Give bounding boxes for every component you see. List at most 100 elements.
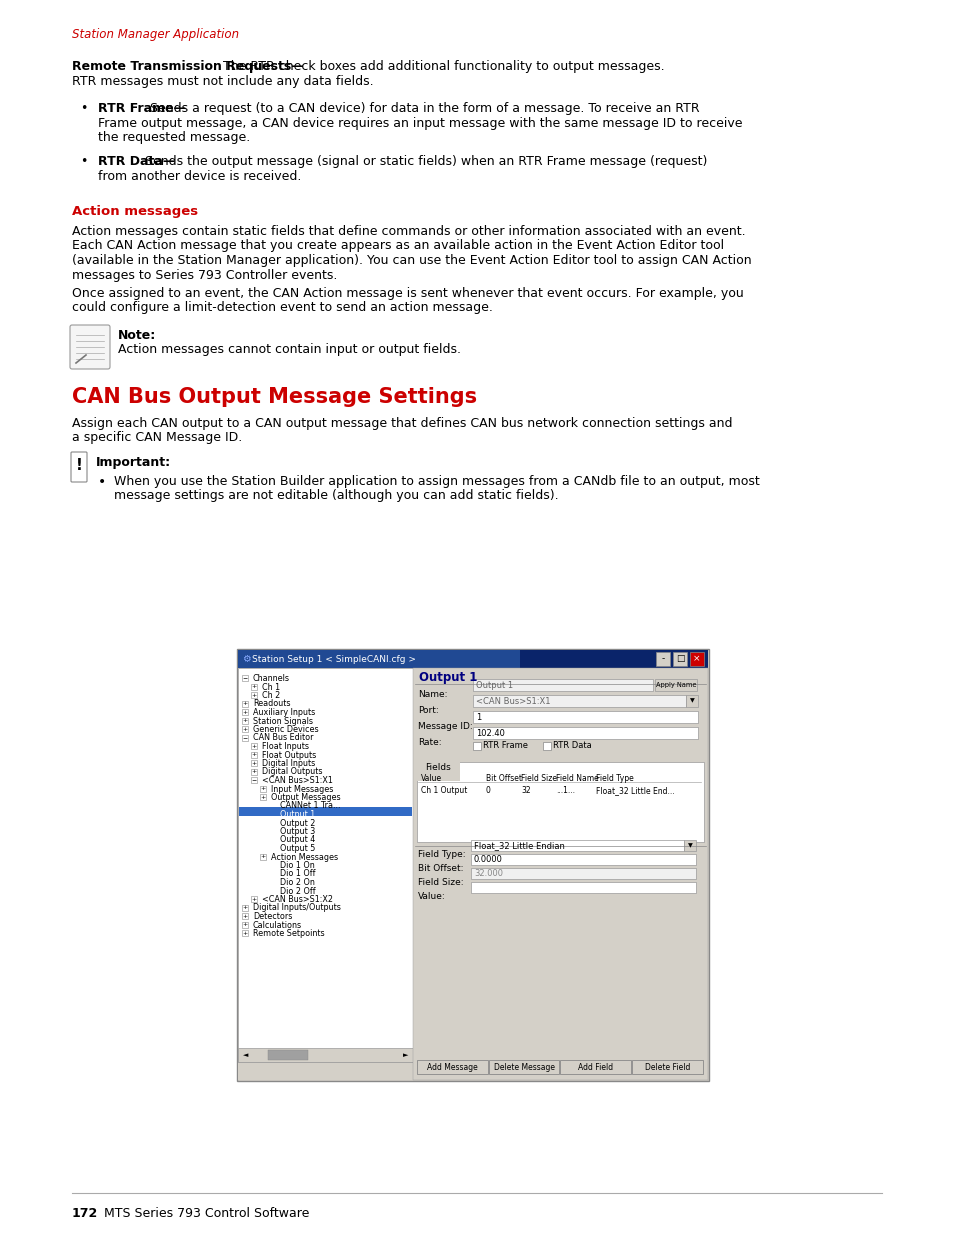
Text: Input Messages: Input Messages <box>271 784 333 794</box>
Bar <box>251 777 256 783</box>
Text: Output 1: Output 1 <box>476 680 513 689</box>
Bar <box>471 882 696 893</box>
Text: 0.0000: 0.0000 <box>474 856 502 864</box>
Text: Output 4: Output 4 <box>280 836 314 845</box>
Text: +: + <box>260 855 265 860</box>
Text: Important:: Important: <box>96 456 171 469</box>
Text: Bit Offset: Bit Offset <box>485 774 521 783</box>
Text: Sends a request (to a CAN device) for data in the form of a message. To receive : Sends a request (to a CAN device) for da… <box>150 103 699 115</box>
Text: Action messages: Action messages <box>71 205 198 219</box>
Text: Station Manager Application: Station Manager Application <box>71 28 239 41</box>
Bar <box>632 1060 702 1074</box>
Text: 32.000: 32.000 <box>474 869 502 878</box>
Text: Generic Devices: Generic Devices <box>253 725 318 734</box>
Text: Output 5: Output 5 <box>280 844 315 853</box>
Text: Rate:: Rate: <box>417 739 441 747</box>
Text: Delete Message: Delete Message <box>493 1062 554 1072</box>
Text: ...1...: ...1... <box>556 785 575 795</box>
Bar <box>242 913 248 919</box>
Text: RTR Data—: RTR Data— <box>98 156 175 168</box>
Text: Calculations: Calculations <box>253 920 302 930</box>
Text: Action messages contain static fields that define commands or other information : Action messages contain static fields th… <box>71 225 745 238</box>
Bar <box>471 868 696 879</box>
Bar <box>251 693 256 698</box>
Bar <box>237 650 707 668</box>
Text: 102.40: 102.40 <box>476 729 504 737</box>
Text: +: + <box>251 761 256 766</box>
Bar <box>242 700 248 706</box>
Text: Assign each CAN output to a CAN output message that defines CAN bus network conn: Assign each CAN output to a CAN output m… <box>71 417 732 430</box>
FancyBboxPatch shape <box>70 325 110 369</box>
Text: +: + <box>251 693 256 698</box>
Text: MTS Series 793 Control Software: MTS Series 793 Control Software <box>96 1207 309 1220</box>
Text: 32: 32 <box>520 785 530 795</box>
Text: Output 1: Output 1 <box>418 671 476 684</box>
Text: <CAN Bus>S1:X1: <CAN Bus>S1:X1 <box>262 776 333 785</box>
Bar <box>251 897 256 903</box>
Text: Each CAN Action message that you create appears as an available action in the Ev: Each CAN Action message that you create … <box>71 240 723 252</box>
Text: −: − <box>242 676 248 680</box>
Bar <box>251 743 256 750</box>
Text: RTR messages must not include any data fields.: RTR messages must not include any data f… <box>71 74 374 88</box>
Text: Dio 1 On: Dio 1 On <box>280 861 314 869</box>
Bar <box>242 921 248 927</box>
Bar <box>268 1050 308 1060</box>
Text: Digital Outputs: Digital Outputs <box>262 767 322 777</box>
Text: Ch 1: Ch 1 <box>262 683 280 692</box>
Bar <box>685 695 698 706</box>
Text: RTR Data: RTR Data <box>553 741 591 751</box>
Text: +: + <box>242 931 248 936</box>
FancyBboxPatch shape <box>71 452 87 482</box>
Bar <box>251 684 256 690</box>
Text: +: + <box>251 769 256 774</box>
Bar <box>251 761 256 766</box>
Text: Fields: Fields <box>424 763 450 772</box>
Text: Output 2: Output 2 <box>280 819 315 827</box>
Text: □: □ <box>675 655 683 663</box>
Text: ▼: ▼ <box>687 844 692 848</box>
Text: •: • <box>80 103 88 115</box>
Text: Sends the output message (signal or static fields) when an RTR Frame message (re: Sends the output message (signal or stat… <box>145 156 706 168</box>
Text: Bit Offset:: Bit Offset: <box>417 864 463 873</box>
Text: Name:: Name: <box>417 690 447 699</box>
Bar <box>656 652 669 666</box>
Text: Field Size:: Field Size: <box>417 878 463 887</box>
Bar <box>242 709 248 715</box>
Bar <box>242 930 248 936</box>
Text: Float Inputs: Float Inputs <box>262 742 309 751</box>
Text: CAN Bus Output Message Settings: CAN Bus Output Message Settings <box>71 387 476 408</box>
Bar <box>237 650 519 668</box>
Text: Message ID:: Message ID: <box>417 722 473 731</box>
Text: Remote Transmission Requests—: Remote Transmission Requests— <box>71 61 303 73</box>
Bar <box>473 679 652 692</box>
Text: (available in the Station Manager application). You can use the Event Action Edi: (available in the Station Manager applic… <box>71 254 751 267</box>
Text: Readouts: Readouts <box>253 699 291 709</box>
Text: −: − <box>251 778 256 783</box>
Text: Output Messages: Output Messages <box>271 793 340 802</box>
Bar <box>416 762 703 842</box>
Text: Note:: Note: <box>118 329 156 342</box>
Bar <box>415 673 705 969</box>
Bar <box>655 679 697 692</box>
Text: Output 3: Output 3 <box>280 827 314 836</box>
Bar <box>237 1049 413 1062</box>
Bar <box>251 752 256 758</box>
Text: ▼: ▼ <box>689 699 694 704</box>
Bar <box>672 652 686 666</box>
Text: Field Name: Field Name <box>556 774 598 783</box>
Text: Value:: Value: <box>417 892 445 902</box>
Text: Digital Inputs: Digital Inputs <box>262 760 314 768</box>
Bar <box>236 650 708 1081</box>
Text: +: + <box>242 719 248 724</box>
Text: CANNet 1 Tra...: CANNet 1 Tra... <box>280 802 340 810</box>
Text: 1: 1 <box>476 713 480 721</box>
Bar <box>488 1060 558 1074</box>
Bar <box>239 806 412 815</box>
Text: Dio 1 Off: Dio 1 Off <box>280 869 315 878</box>
Text: +: + <box>242 701 248 706</box>
Text: <CAN Bus>S1:X1: <CAN Bus>S1:X1 <box>476 697 550 705</box>
Text: +: + <box>242 726 248 732</box>
Text: Dio 2 Off: Dio 2 Off <box>280 887 315 895</box>
Text: Ch 1 Output: Ch 1 Output <box>420 785 467 795</box>
Text: +: + <box>260 795 265 800</box>
